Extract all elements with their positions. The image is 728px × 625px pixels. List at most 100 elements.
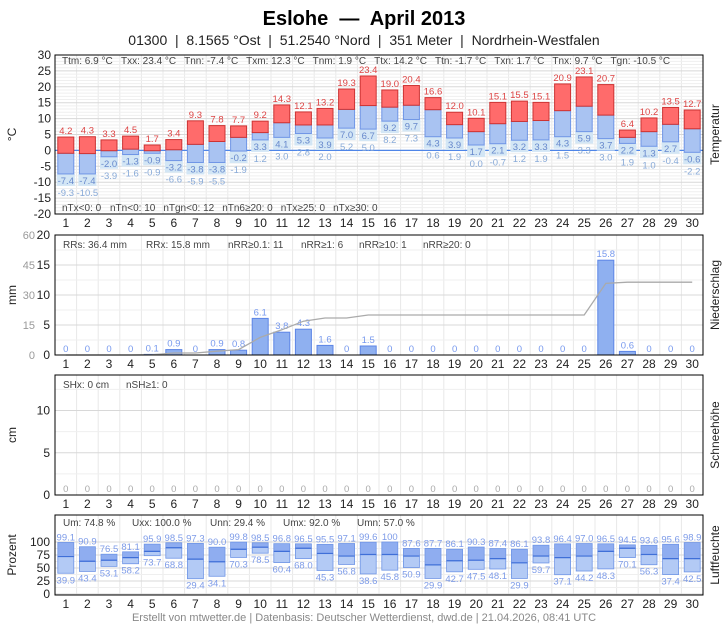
snow-depth-label: 0 bbox=[258, 484, 263, 495]
precip-bar bbox=[618, 350, 636, 356]
ground-min-label: 1.2 bbox=[513, 154, 526, 165]
tmax-bar bbox=[78, 136, 96, 155]
day-label: 8 bbox=[214, 357, 221, 371]
tmin-label: -0.2 bbox=[230, 153, 246, 164]
ground-min-bar bbox=[186, 162, 205, 175]
humidity-lower-bar bbox=[619, 547, 636, 558]
tmax-bar bbox=[662, 106, 680, 125]
ground-min-label: -0.9 bbox=[144, 167, 160, 178]
tmax-label: 4.2 bbox=[59, 126, 72, 137]
tmin-label: 7.0 bbox=[340, 130, 353, 141]
humidity-upper-bar bbox=[79, 546, 96, 562]
humidity-upper-bar bbox=[532, 544, 550, 557]
humidity-upper-bar bbox=[554, 543, 571, 559]
precip-label: 0 bbox=[430, 344, 435, 355]
humidity-min-label: 53.1 bbox=[100, 568, 119, 579]
humidity-upper-bar bbox=[57, 542, 75, 557]
tmin-bar bbox=[575, 105, 593, 133]
day-label: 11 bbox=[276, 216, 289, 230]
y-tick-label: 20 bbox=[38, 80, 52, 94]
snow-depth-label: 0 bbox=[474, 484, 479, 495]
y-axis-label: cm bbox=[5, 427, 19, 443]
humidity-min-label: 39.9 bbox=[57, 575, 76, 586]
day-label: 19 bbox=[448, 497, 462, 511]
humidity-max-label: 87.4 bbox=[489, 539, 508, 550]
tmax-label: 12.0 bbox=[445, 101, 464, 112]
day-label: 16 bbox=[383, 216, 397, 230]
day-label: 26 bbox=[599, 357, 613, 371]
humidity-upper-bar bbox=[230, 541, 248, 550]
humidity-upper-bar bbox=[424, 547, 442, 566]
snow-depth-label: 0 bbox=[387, 484, 392, 495]
humidity-upper-bar bbox=[338, 543, 356, 557]
snow-depth-label: 0 bbox=[344, 484, 349, 495]
ground-min-bar bbox=[251, 139, 270, 152]
humidity-lower-bar bbox=[554, 557, 571, 576]
tmax-label: 14.3 bbox=[273, 94, 292, 105]
tmax-label: 16.6 bbox=[424, 87, 443, 98]
humidity-max-label: 99.8 bbox=[229, 532, 248, 543]
y-tick-label: -15 bbox=[34, 191, 52, 205]
cumulative-y-tick-label: 45 bbox=[23, 260, 35, 272]
day-label: 22 bbox=[513, 216, 527, 230]
tmin-label: -0.6 bbox=[684, 154, 700, 165]
temperature-stat: Ttx: 14.2 °C bbox=[374, 56, 427, 67]
y-tick-label: -20 bbox=[34, 207, 52, 221]
tmax-label: 9.3 bbox=[189, 110, 202, 121]
cumulative-precip-line bbox=[65, 281, 693, 356]
ground-min-label: 5.0 bbox=[362, 143, 375, 154]
tmax-bar bbox=[230, 125, 248, 138]
tmin-bar bbox=[597, 114, 615, 140]
day-label: 15 bbox=[362, 357, 376, 371]
tmax-bar bbox=[186, 120, 204, 145]
humidity-max-label: 87.6 bbox=[402, 538, 421, 549]
humidity-lower-bar bbox=[208, 561, 226, 577]
day-label: 21 bbox=[491, 216, 505, 230]
tmax-label: 19.3 bbox=[337, 78, 356, 89]
tmin-bar bbox=[381, 106, 399, 122]
tmin-bar bbox=[532, 120, 550, 141]
ground-min-label: 2.0 bbox=[318, 152, 331, 163]
day-label: 29 bbox=[664, 216, 678, 230]
humidity-lower-bar bbox=[597, 550, 615, 570]
tmax-bar bbox=[554, 83, 572, 112]
humidity-lower-bar bbox=[640, 554, 658, 566]
snow-depth-label: 0 bbox=[193, 484, 198, 495]
tmin-label: 3.3 bbox=[254, 142, 267, 153]
day-label: 3 bbox=[106, 497, 113, 511]
humidity-upper-bar bbox=[273, 543, 291, 552]
day-label: 9 bbox=[235, 597, 242, 611]
day-label: 24 bbox=[556, 216, 570, 230]
y-tick-label: 25 bbox=[37, 574, 51, 588]
humidity-min-label: 68.0 bbox=[294, 561, 313, 572]
ground-min-bar bbox=[316, 137, 334, 150]
ground-min-label: 5.2 bbox=[340, 142, 353, 153]
day-label: 9 bbox=[235, 216, 242, 230]
day-label: 16 bbox=[383, 497, 397, 511]
day-label: 18 bbox=[426, 597, 440, 611]
tmax-bar bbox=[143, 144, 161, 152]
tmax-label: 1.7 bbox=[146, 134, 159, 145]
tmax-label: 20.4 bbox=[402, 75, 421, 86]
humidity-lower-bar bbox=[532, 555, 550, 564]
humidity-lower-bar bbox=[424, 564, 442, 579]
humidity-upper-bar bbox=[143, 543, 161, 552]
day-label: 15 bbox=[362, 597, 376, 611]
tmax-bar bbox=[122, 135, 140, 150]
day-label: 19 bbox=[448, 216, 462, 230]
precip-label: 4.3 bbox=[297, 318, 310, 329]
tmin-label: 4.1 bbox=[275, 139, 288, 150]
ground-min-bar bbox=[402, 119, 421, 132]
tmin-label: -0.9 bbox=[144, 155, 160, 166]
humidity-min-label: 59.7 bbox=[532, 565, 551, 576]
humidity-min-label: 29.4 bbox=[186, 581, 205, 592]
ground-min-label: -0.4 bbox=[662, 156, 678, 167]
precip-label: 0.1 bbox=[146, 343, 159, 354]
ground-min-bar bbox=[294, 133, 313, 146]
precip-label: 0 bbox=[668, 344, 673, 355]
humidity-lower-bar bbox=[251, 546, 269, 554]
day-label: 25 bbox=[578, 216, 592, 230]
tmin-label: 3.9 bbox=[448, 140, 461, 151]
tmin-label: 2.1 bbox=[491, 146, 504, 157]
